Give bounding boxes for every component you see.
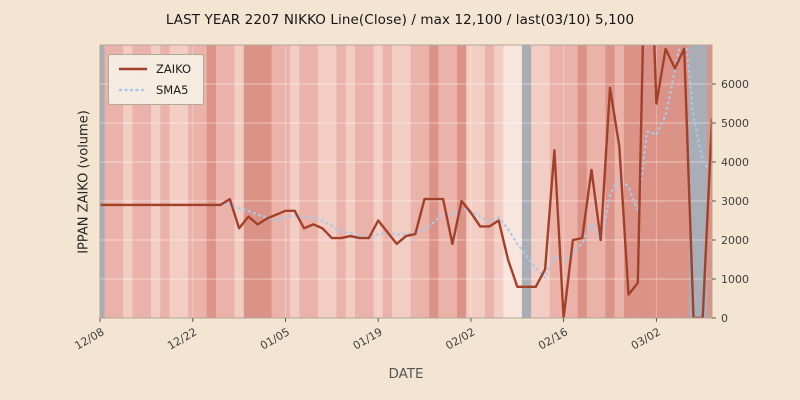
- svg-text:3000: 3000: [721, 195, 749, 208]
- svg-text:12/22: 12/22: [165, 325, 199, 352]
- svg-text:03/02: 03/02: [629, 325, 663, 352]
- svg-text:2000: 2000: [721, 234, 749, 247]
- sma5-dotted-line-icon: [118, 88, 148, 92]
- svg-text:4000: 4000: [721, 156, 749, 169]
- svg-text:6000: 6000: [721, 78, 749, 91]
- svg-text:0: 0: [721, 312, 728, 325]
- x-axis-label: DATE: [388, 366, 424, 382]
- svg-text:01/19: 01/19: [351, 325, 385, 352]
- zaiko-line-icon: [119, 67, 147, 71]
- legend: ZAIKO SMA5: [108, 54, 205, 105]
- svg-text:5000: 5000: [721, 117, 749, 130]
- legend-item-sma5: SMA5: [118, 83, 191, 97]
- svg-text:02/16: 02/16: [536, 325, 570, 352]
- svg-text:12/08: 12/08: [73, 325, 107, 352]
- chart-title: LAST YEAR 2207 NIKKO Line(Close) / max 1…: [165, 12, 635, 28]
- legend-label-sma5: SMA5: [156, 83, 189, 97]
- svg-text:01/05: 01/05: [258, 325, 292, 352]
- svg-text:02/02: 02/02: [443, 325, 477, 352]
- svg-text:1000: 1000: [721, 273, 749, 286]
- legend-label-zaiko: ZAIKO: [156, 62, 192, 76]
- legend-item-zaiko: ZAIKO: [118, 62, 191, 76]
